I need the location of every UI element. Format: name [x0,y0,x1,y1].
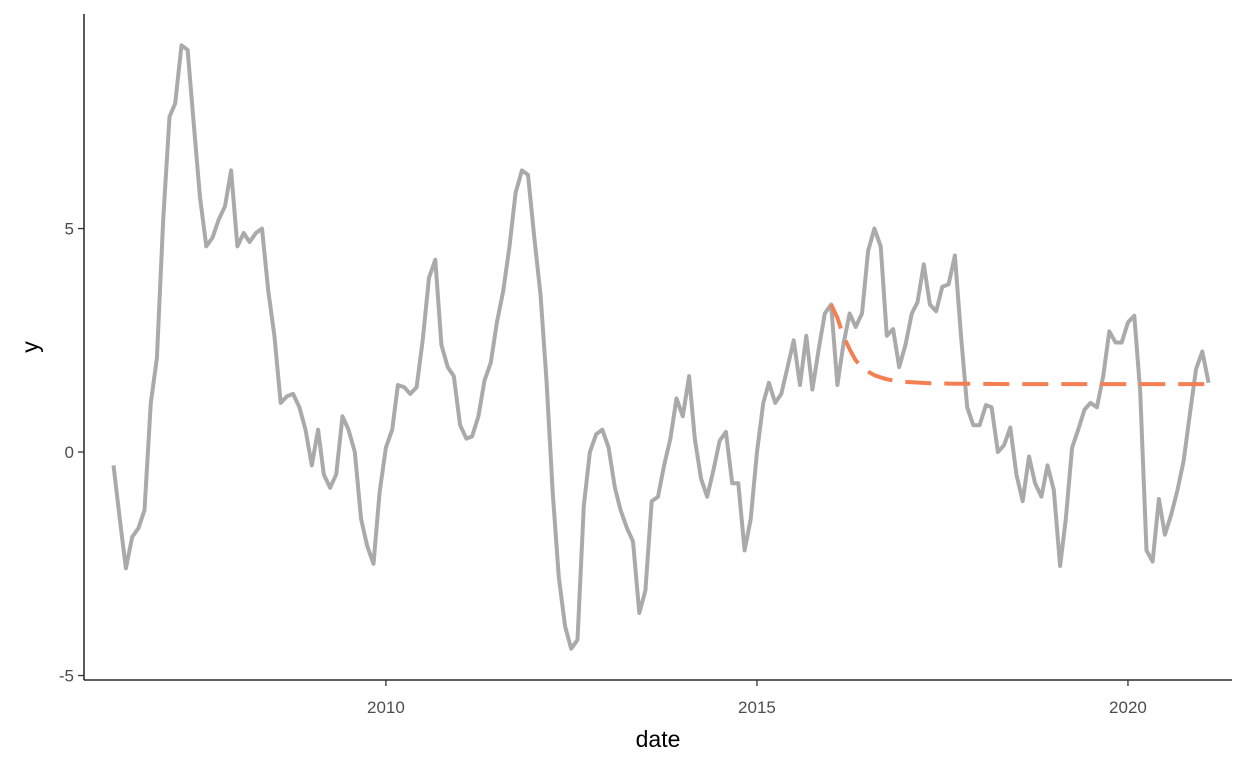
x-tick-label: 2010 [367,698,405,717]
y-tick-label: 0 [65,443,74,462]
y-tick-label: 5 [65,220,74,239]
x-tick-label: 2015 [738,698,776,717]
x-axis-ticks: 2010 2015 2020 [367,680,1147,717]
y-axis-ticks: -5 0 5 [59,220,84,686]
observed-series-line [111,43,1211,651]
series-layer [111,43,1211,651]
x-axis-title: date [636,726,681,752]
x-tick-label: 2020 [1109,698,1147,717]
y-axis-title: y [17,341,43,353]
forecast-series-line [829,303,1209,387]
y-tick-label: -5 [59,667,74,686]
